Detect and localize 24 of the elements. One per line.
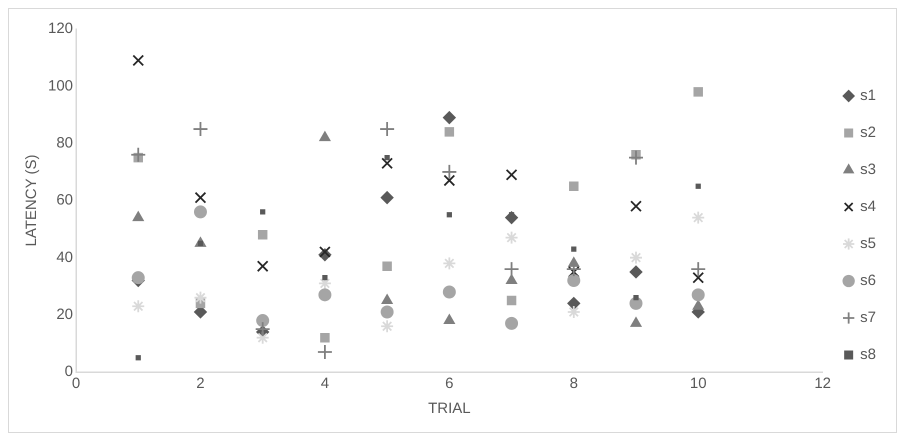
legend-label: s2 xyxy=(860,124,876,142)
y-tick-label: 120 xyxy=(48,20,74,38)
x-tick-label: 8 xyxy=(570,375,578,392)
chart-frame: TRIAL LATENCY (S) s1 s2 s3 s4 s5 s6 s7 s8 0 2 4 6 8 10 12 0 20 40 60 80 100 120 xyxy=(8,8,897,433)
x-axis-title: TRIAL xyxy=(428,400,471,418)
y-axis-title: LATENCY (S) xyxy=(23,154,40,246)
y-tick-label: 80 xyxy=(56,134,74,152)
x-tick-label: 4 xyxy=(320,375,330,392)
legend-label: s4 xyxy=(860,198,876,216)
legend-label: s1 xyxy=(860,87,876,104)
y-tick-label: 40 xyxy=(56,248,74,266)
legend-label: s7 xyxy=(860,309,876,326)
x-tick-label: 2 xyxy=(196,375,205,392)
legend-label: s8 xyxy=(860,346,876,364)
legend-label: s3 xyxy=(860,161,876,178)
x-tick-label: 12 xyxy=(814,375,831,392)
x-tick-label: 6 xyxy=(445,375,454,392)
y-tick-label: 100 xyxy=(48,77,74,94)
y-tick-label: 60 xyxy=(56,192,74,209)
legend-label: s5 xyxy=(860,235,876,252)
legend-label: s6 xyxy=(860,272,876,290)
y-tick-label: 0 xyxy=(64,363,74,380)
y-tick-label: 20 xyxy=(56,306,74,323)
x-tick-label: 10 xyxy=(690,375,707,392)
